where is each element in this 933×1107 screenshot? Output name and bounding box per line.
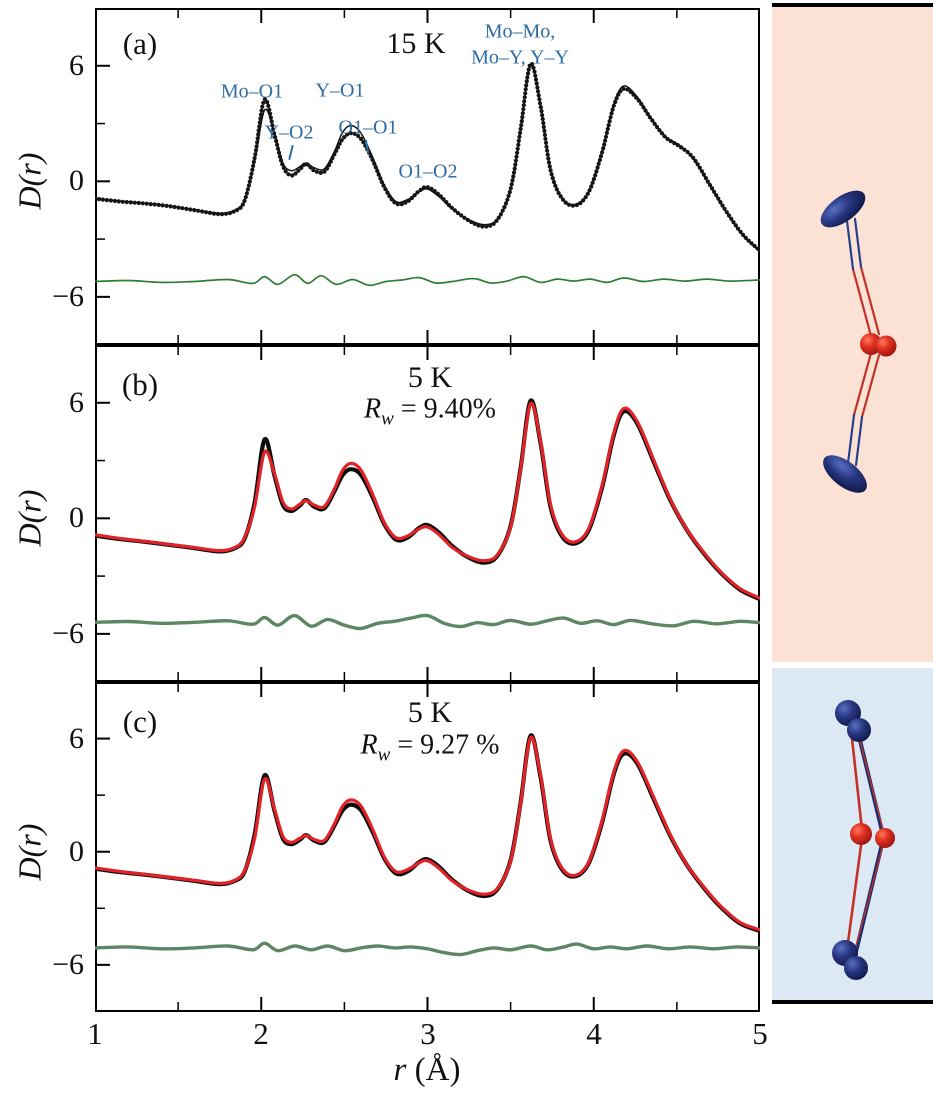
temperature-label-a: 15 K <box>386 27 446 60</box>
annotation-o1-o1: O1–O1 <box>338 116 398 139</box>
annotation-mo-o1: Mo–O1 <box>220 80 284 103</box>
y-tick-b-0: 0 <box>69 501 84 534</box>
yttrium-ellipsoid-bottom <box>823 455 867 493</box>
bond-upper <box>845 217 881 338</box>
structure-bottom-illustration <box>832 700 895 980</box>
structure-top-illustration <box>820 190 897 493</box>
y-tick-b-m6: −6 <box>52 617 84 650</box>
x-axis-symbol: r <box>393 1052 407 1088</box>
y-tick-a-6: 6 <box>69 49 84 82</box>
annotation-momo-line1: Mo–Mo, <box>484 20 556 43</box>
temperature-label-b: 5 K <box>407 361 453 394</box>
x-axis-title: r (Å) <box>394 1052 461 1089</box>
rw-label-b: Rw = 9.40% <box>364 393 496 430</box>
bond-lower <box>845 836 885 962</box>
yttrium-ellipsoid-top <box>820 190 866 228</box>
molybdenum-atom-2 <box>875 335 897 357</box>
bond-lower <box>846 351 881 467</box>
annotation-o1-o2: O1–O2 <box>398 160 458 183</box>
annotation-momo-line2: Mo–Y, Y–Y <box>471 46 569 69</box>
y-tick-c-0: 0 <box>69 835 84 868</box>
x-tick-2: 2 <box>253 1016 269 1051</box>
x-axis-unit: (Å) <box>406 1052 461 1088</box>
panel-a-plot <box>95 8 760 345</box>
y-tick-c-m6: −6 <box>52 948 84 981</box>
annotation-y-o2: Y–O2 <box>264 121 314 144</box>
y-tick-c-6: 6 <box>69 722 84 755</box>
x-tick-5: 5 <box>752 1016 768 1051</box>
panel-label-a: (a) <box>122 26 158 61</box>
panel-label-b: (b) <box>121 367 159 402</box>
structure-bottom <box>772 668 933 1004</box>
rw-label-c: Rw = 9.27 % <box>360 729 500 766</box>
structure-top <box>772 3 933 662</box>
x-tick-4: 4 <box>586 1016 602 1051</box>
y-tick-b-6: 6 <box>69 386 84 419</box>
y-tick-a-m6: −6 <box>52 280 84 313</box>
x-tick-3: 3 <box>420 1016 436 1051</box>
yttrium-atom-bottom-2 <box>844 956 868 980</box>
yttrium-atom-top-2 <box>847 718 871 742</box>
annotation-y-o1: Y–O1 <box>315 79 365 102</box>
temperature-label-c: 5 K <box>407 696 453 729</box>
molybdenum-atom-1 <box>850 823 872 845</box>
molybdenum-atom-2 <box>875 828 895 848</box>
panel-c-plot <box>95 682 760 1012</box>
x-tick-1: 1 <box>87 1016 103 1051</box>
panel-label-c: (c) <box>122 704 158 739</box>
panel-b-plot <box>95 345 760 682</box>
y-tick-a-0: 0 <box>69 164 84 197</box>
